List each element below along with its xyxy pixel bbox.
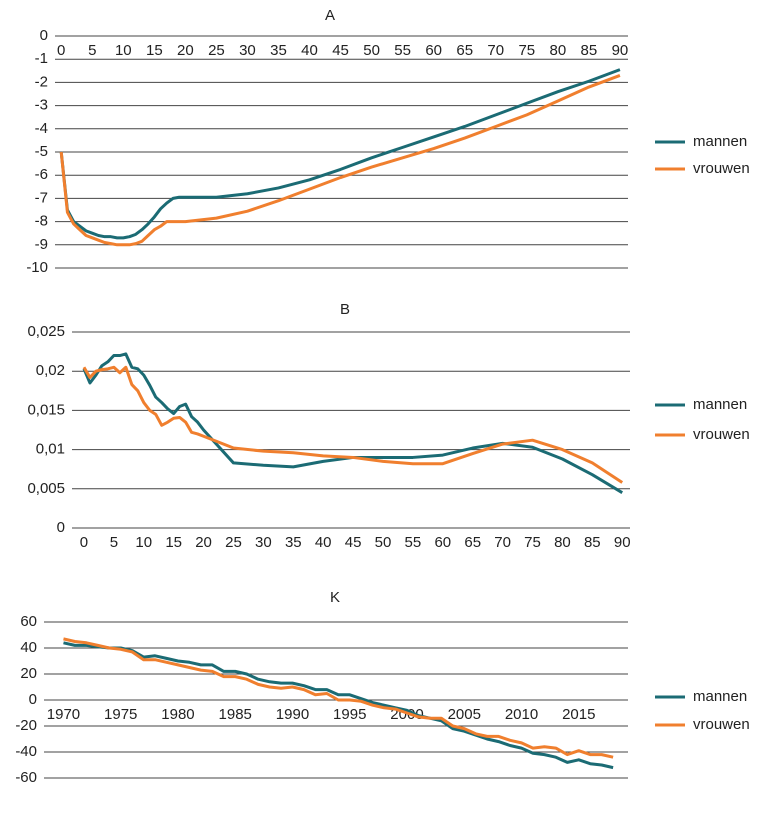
x-tick-label: 40: [315, 534, 332, 551]
x-tick-label: 75: [518, 42, 535, 59]
y-tick-label: -60: [15, 769, 37, 786]
y-tick-label: 0,02: [36, 362, 65, 379]
x-tick-label: 15: [165, 534, 182, 551]
series-line: [59, 74, 621, 247]
y-tick-label: -20: [15, 717, 37, 734]
x-tick-label: 85: [584, 534, 601, 551]
series-line: [63, 641, 614, 770]
y-tick-label: -6: [35, 166, 48, 183]
x-tick-label: 0: [57, 42, 65, 59]
x-tick-label: 50: [375, 534, 392, 551]
x-tick-label: 75: [524, 534, 541, 551]
x-tick-label: 80: [550, 42, 567, 59]
y-tick-label: -1: [35, 50, 48, 67]
y-tick-label: -7: [35, 189, 48, 206]
legend-label: mannen: [693, 396, 747, 413]
x-tick-label: 1985: [219, 706, 252, 723]
y-tick-label: 0: [40, 27, 48, 44]
x-tick-label: 45: [345, 534, 362, 551]
y-tick-label: -5: [35, 143, 48, 160]
x-tick-label: 2005: [448, 706, 481, 723]
series-line: [82, 352, 624, 495]
x-tick-label: 50: [363, 42, 380, 59]
x-tick-label: 85: [581, 42, 598, 59]
x-tick-label: 35: [270, 42, 287, 59]
x-tick-label: 45: [332, 42, 349, 59]
x-tick-label: 70: [494, 534, 511, 551]
x-tick-label: 1975: [104, 706, 137, 723]
y-tick-label: -3: [35, 97, 48, 114]
x-tick-label: 0: [80, 534, 88, 551]
x-tick-label: 1995: [333, 706, 366, 723]
y-tick-label: 0,025: [27, 323, 65, 340]
x-tick-label: 10: [115, 42, 132, 59]
x-tick-label: 1980: [161, 706, 194, 723]
y-tick-label: -4: [35, 120, 48, 137]
x-tick-label: 90: [614, 534, 631, 551]
x-tick-label: 90: [612, 42, 629, 59]
y-tick-label: -2: [35, 73, 48, 90]
x-tick-label: 20: [177, 42, 194, 59]
x-tick-label: 5: [88, 42, 96, 59]
y-tick-label: 0,005: [27, 480, 65, 497]
chart-title: A: [325, 7, 335, 24]
legend-label: vrouwen: [693, 716, 750, 733]
series-line: [59, 68, 621, 240]
y-tick-label: 40: [20, 639, 37, 656]
y-tick-label: -8: [35, 213, 48, 230]
x-tick-label: 60: [434, 534, 451, 551]
x-tick-label: 30: [255, 534, 272, 551]
legend-label: mannen: [693, 133, 747, 150]
y-tick-label: 20: [20, 665, 37, 682]
x-tick-label: 25: [208, 42, 225, 59]
x-tick-label: 35: [285, 534, 302, 551]
chart-title: K: [330, 589, 340, 606]
series-line: [82, 365, 624, 484]
x-tick-label: 1990: [276, 706, 309, 723]
y-tick-label: 0,015: [27, 401, 65, 418]
x-tick-label: 10: [135, 534, 152, 551]
x-tick-label: 30: [239, 42, 256, 59]
y-tick-label: -40: [15, 743, 37, 760]
series-line: [63, 637, 614, 759]
legend-label: vrouwen: [693, 426, 750, 443]
x-tick-label: 2015: [562, 706, 595, 723]
y-tick-label: 0: [57, 519, 65, 536]
x-tick-label: 5: [110, 534, 118, 551]
x-tick-label: 25: [225, 534, 242, 551]
x-tick-label: 70: [487, 42, 504, 59]
legend-label: vrouwen: [693, 160, 750, 177]
x-tick-label: 65: [464, 534, 481, 551]
x-tick-label: 40: [301, 42, 318, 59]
x-tick-label: 60: [425, 42, 442, 59]
chart-title: B: [340, 301, 350, 318]
y-tick-label: 0,01: [36, 441, 65, 458]
y-tick-label: -10: [26, 259, 48, 276]
x-tick-label: 55: [405, 534, 422, 551]
x-tick-label: 80: [554, 534, 571, 551]
y-tick-label: 60: [20, 613, 37, 630]
x-tick-label: 65: [456, 42, 473, 59]
y-tick-label: 0: [29, 691, 37, 708]
x-tick-label: 20: [195, 534, 212, 551]
x-tick-label: 55: [394, 42, 411, 59]
x-tick-label: 2010: [505, 706, 538, 723]
y-tick-label: -9: [35, 236, 48, 253]
x-tick-label: 1970: [47, 706, 80, 723]
x-tick-label: 15: [146, 42, 163, 59]
legend-label: mannen: [693, 688, 747, 705]
